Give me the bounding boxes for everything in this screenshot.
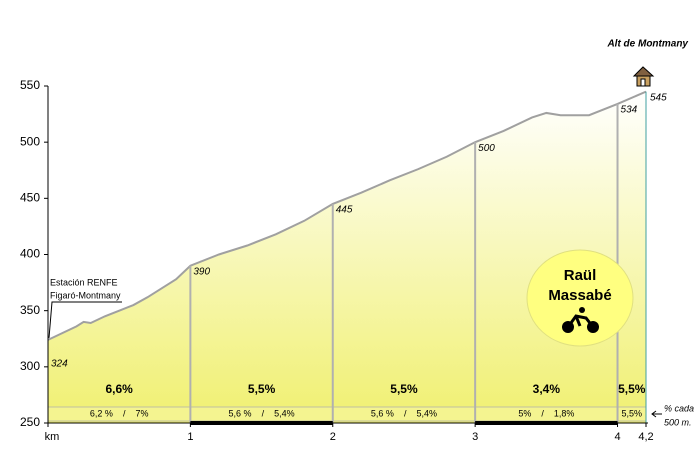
note-text: % cada <box>664 403 694 413</box>
cyclist-body <box>566 314 595 328</box>
segment-gradient: 3,4% <box>533 382 561 396</box>
profile-area <box>48 91 646 423</box>
rider-name: Raül <box>564 267 597 284</box>
y-tick-label: 400 <box>20 247 40 261</box>
altitude-label: 324 <box>51 359 68 370</box>
segment-detail: 5,6 % / 5,4% <box>371 408 437 418</box>
y-tick-label: 300 <box>20 359 40 373</box>
segment-detail: 6,2 % / 7% <box>90 408 149 418</box>
cyclist-head <box>579 307 585 313</box>
y-tick-label: 250 <box>20 415 40 429</box>
segment-gradient: 5,5% <box>390 382 418 396</box>
altitude-label: 445 <box>336 205 353 216</box>
segment-gradient: 5,5% <box>248 382 276 396</box>
altitude-label: 390 <box>193 266 210 277</box>
x-tick-label: 4 <box>614 431 620 443</box>
segment-detail: 5,5% <box>622 408 643 418</box>
altitude-label: 500 <box>478 143 495 154</box>
segment-gradient: 6,6% <box>106 382 134 396</box>
profile-line <box>47 90 647 341</box>
house-icon <box>632 66 655 87</box>
x-tick-label: km <box>45 431 60 443</box>
note-arrow <box>651 410 662 418</box>
y-tick-label: 550 <box>20 78 40 92</box>
station-pointer <box>48 301 122 338</box>
segment-detail: 5,6 % / 5,4% <box>229 408 295 418</box>
x-tick-label: 4,2 <box>638 431 653 443</box>
note-text: 500 m. <box>664 417 692 427</box>
station-label: Estación RENFE <box>50 277 118 287</box>
x-tick-label: 2 <box>330 431 336 443</box>
altitude-label: 534 <box>621 105 638 116</box>
y-tick-label: 450 <box>20 191 40 205</box>
chart-title: Alt de Montmany <box>606 39 688 50</box>
rider-badge <box>526 249 634 347</box>
station-label: Figaró-Montmany <box>50 290 121 300</box>
rider-name: Massabé <box>548 287 611 304</box>
segment-gradient: 5,5% <box>618 382 646 396</box>
segment-detail: 5% / 1,8% <box>518 408 574 418</box>
y-tick-label: 500 <box>20 134 40 148</box>
y-tick-label: 350 <box>20 303 40 317</box>
x-tick-label: 3 <box>472 431 478 443</box>
altitude-label: 545 <box>650 92 667 103</box>
x-tick-label: 1 <box>187 431 193 443</box>
